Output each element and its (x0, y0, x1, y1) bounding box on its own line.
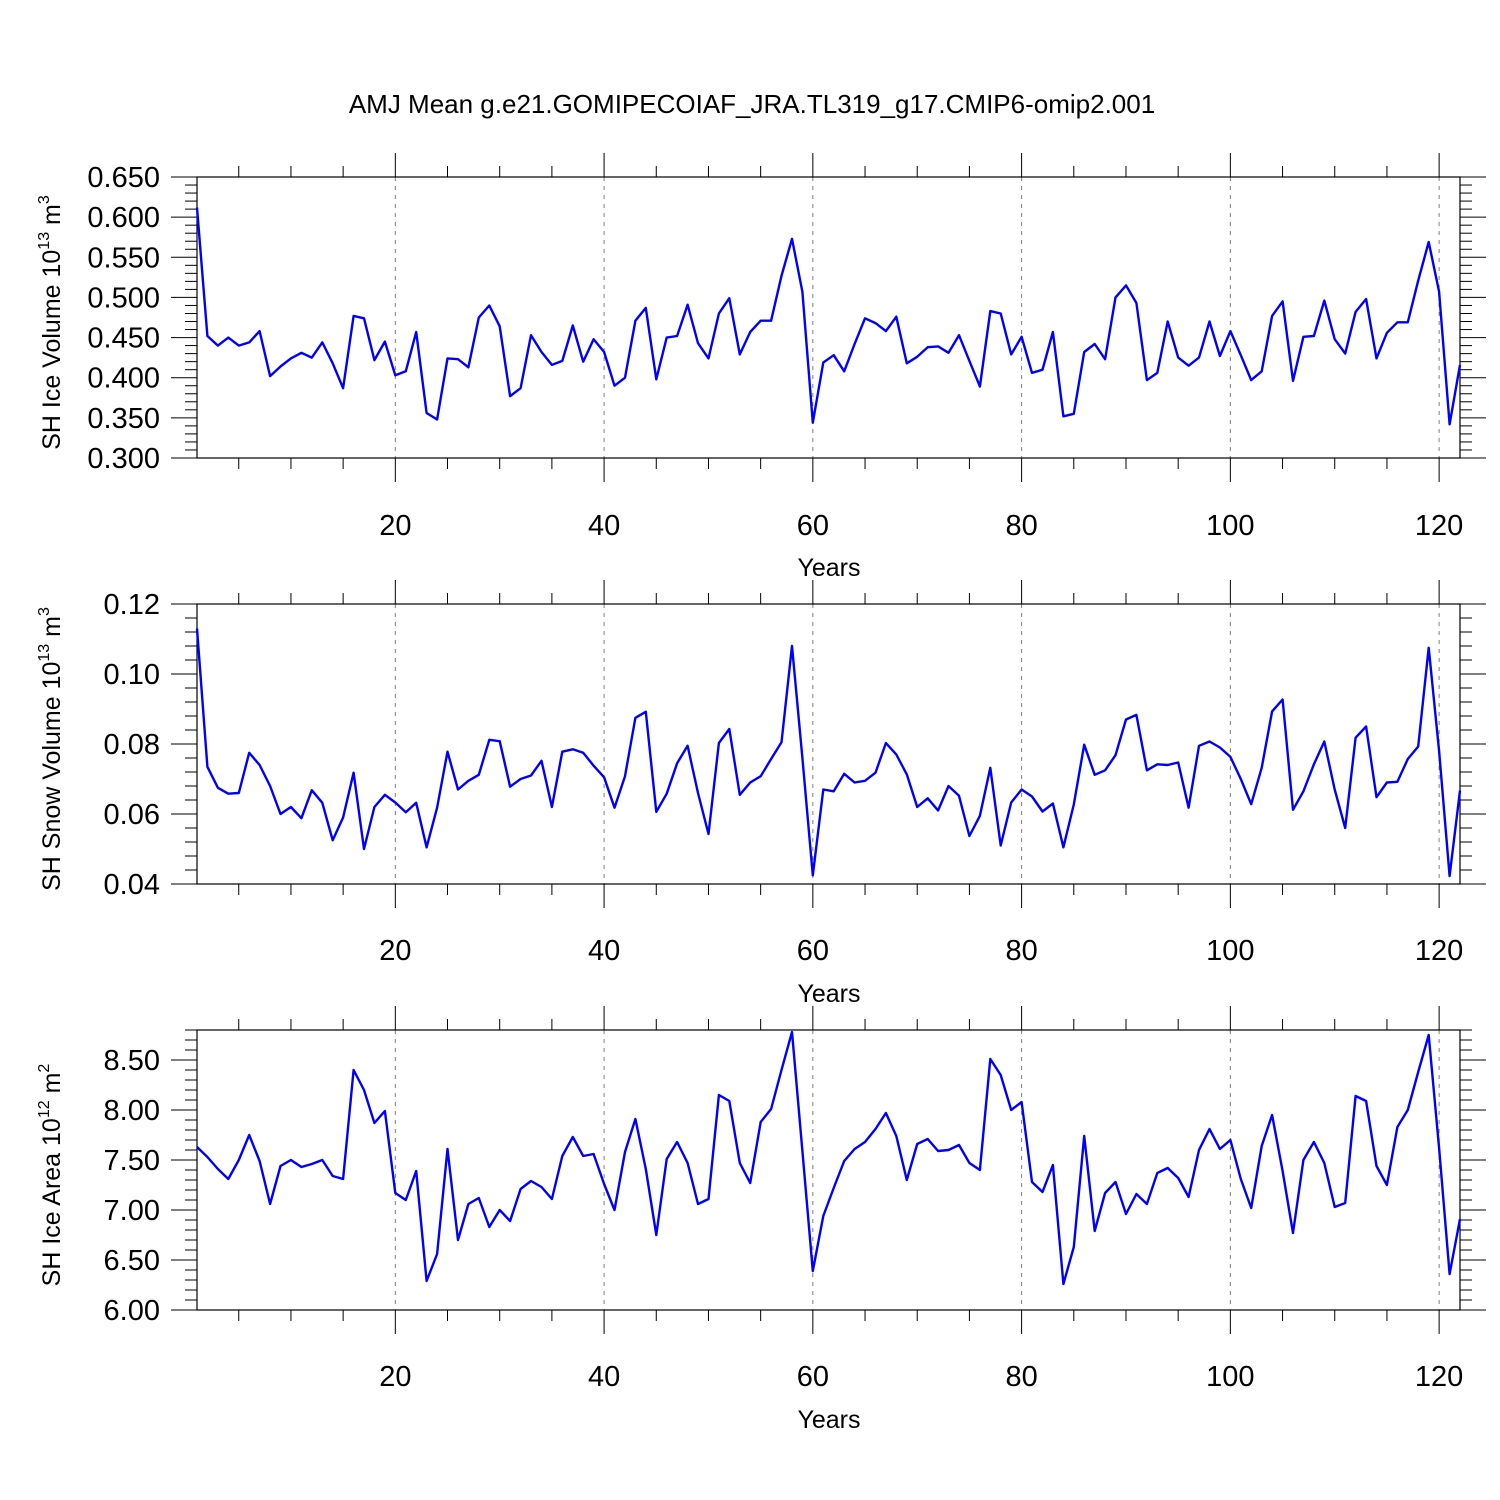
y-tick-label: 0.06 (104, 799, 160, 831)
y-tick-label: 7.00 (104, 1195, 160, 1227)
y-axis-label-main: SH Snow Volume 10 (38, 662, 66, 891)
y-tick-label: 0.500 (87, 282, 160, 314)
x-tick-label: 80 (1005, 510, 1037, 542)
y-tick-label: 0.650 (87, 162, 160, 194)
x-tick-label: 20 (379, 510, 411, 542)
y-tick-label: 7.50 (104, 1145, 160, 1177)
y-axis-label-unit: m (38, 616, 66, 644)
y-axis-label-unit-exponent: 3 (36, 195, 53, 204)
x-tick-label: 40 (588, 1361, 620, 1393)
x-tick-label: 60 (797, 1361, 829, 1393)
y-axis-label-exponent: 13 (36, 232, 53, 250)
y-axis-label: SH Snow Volume 1013 m3 (36, 607, 66, 891)
series-line (196, 1030, 1462, 1286)
y-axis-label: SH Ice Area 1012 m2 (36, 1064, 66, 1287)
x-tick-label: 100 (1206, 1361, 1254, 1393)
y-axis-label-main: SH Ice Area 10 (38, 1118, 66, 1286)
y-tick-label: 0.04 (104, 869, 160, 901)
x-axis-label: Years (797, 554, 860, 582)
x-tick-label: 80 (1005, 935, 1037, 967)
x-tick-label: 100 (1206, 935, 1254, 967)
figure-title: AMJ Mean g.e21.GOMIPECOIAF_JRA.TL319_g17… (349, 89, 1155, 119)
y-tick-label: 6.50 (104, 1245, 160, 1277)
x-tick-label: 60 (797, 935, 829, 967)
y-axis-label-exponent: 12 (36, 1100, 53, 1118)
x-axis-label: Years (797, 980, 860, 1008)
y-tick-label: 8.00 (104, 1095, 160, 1127)
plot-frame (196, 176, 1461, 459)
x-axis-label: Years (797, 1406, 860, 1434)
y-axis-label-exponent: 13 (36, 644, 53, 662)
y-tick-label: 6.00 (104, 1295, 160, 1327)
x-tick-label: 100 (1206, 510, 1254, 542)
y-axis-label-main: SH Ice Volume 10 (38, 250, 66, 450)
x-tick-label: 80 (1005, 1361, 1037, 1393)
y-axis-label: SH Ice Volume 1013 m3 (36, 195, 66, 450)
x-tick-label: 40 (588, 935, 620, 967)
y-tick-label: 0.350 (87, 403, 160, 435)
series-line (195, 628, 1462, 878)
x-tick-label: 120 (1415, 1361, 1463, 1393)
y-tick-label: 0.550 (87, 242, 160, 274)
y-tick-label: 0.300 (87, 443, 160, 475)
x-tick-label: 120 (1415, 935, 1463, 967)
chart-panels: 20 40 60 80 100 120 Years 0.300 0.350 0.400 0.450 0… (36, 153, 1486, 1434)
y-axis-label-unit-exponent: 3 (36, 607, 53, 616)
y-tick-label: 0.08 (104, 729, 160, 761)
y-tick-label: 0.400 (87, 363, 160, 395)
y-axis-label-unit: m (38, 204, 66, 232)
y-tick-label: 0.450 (87, 323, 160, 355)
y-tick-label: 0.10 (104, 659, 160, 691)
x-tick-label: 40 (588, 510, 620, 542)
x-tick-label: 20 (379, 1361, 411, 1393)
chart-panel-3: 20 40 60 80 100 120 Years 6.00 6.50 7.00 7.50 8.00 8… (36, 1006, 1486, 1434)
y-axis-label-unit: m (38, 1073, 66, 1101)
x-tick-label: 20 (379, 935, 411, 967)
x-tick-label: 120 (1415, 510, 1463, 542)
y-tick-label: 8.50 (104, 1045, 160, 1077)
y-axis-label-unit-exponent: 2 (36, 1064, 53, 1073)
y-tick-label: 0.600 (87, 202, 160, 234)
series-line (195, 207, 1462, 426)
chart-panel-1: 20 40 60 80 100 120 Years 0.300 0.350 0.400 0.450 0… (36, 153, 1486, 582)
x-tick-label: 60 (797, 510, 829, 542)
y-tick-label: 0.12 (104, 589, 160, 621)
chart-panel-2: 20 40 60 80 100 120 Years 0.04 0.06 0.08 0.10 0.12 S… (36, 580, 1486, 1008)
